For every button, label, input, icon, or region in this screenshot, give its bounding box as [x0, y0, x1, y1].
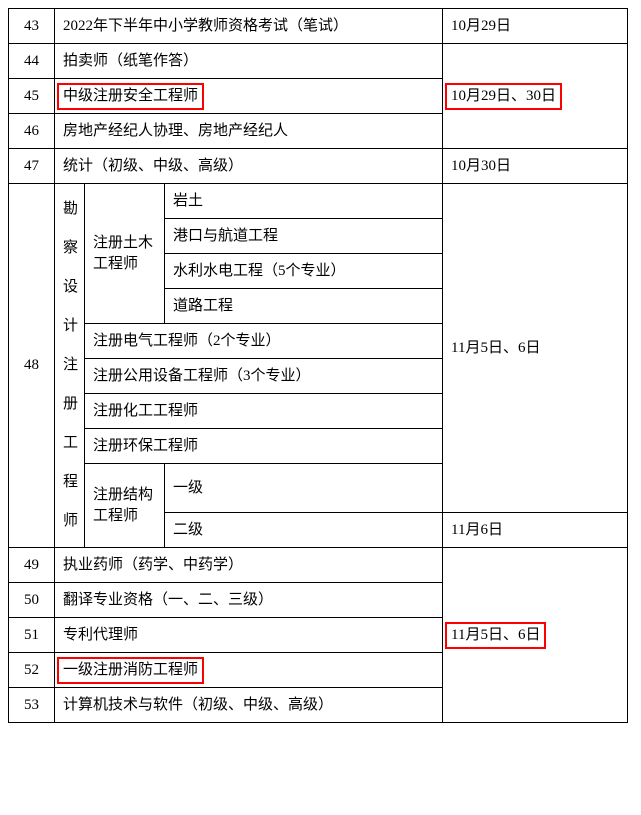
exam-name: 拍卖师（纸笔作答）	[55, 44, 443, 79]
exam-name: 注册公用设备工程师（3个专业）	[85, 359, 443, 394]
civil-sub: 道路工程	[165, 289, 443, 324]
exam-name: 一级注册消防工程师	[55, 653, 443, 688]
struct-sub: 二级	[165, 513, 443, 548]
exam-name: 2022年下半年中小学教师资格考试（笔试）	[55, 9, 443, 44]
row-number: 43	[9, 9, 55, 44]
table-row: 44 拍卖师（纸笔作答） 10月29日、30日	[9, 44, 628, 79]
group-label: 勘 勘察设计注册工程师	[55, 184, 85, 548]
highlight-box: 10月29日、30日	[445, 83, 562, 110]
exam-date: 10月29日	[443, 9, 628, 44]
exam-name: 注册电气工程师（2个专业）	[85, 324, 443, 359]
exam-date: 10月29日、30日	[443, 44, 628, 149]
row-number: 47	[9, 149, 55, 184]
highlight-box: 中级注册安全工程师	[57, 83, 204, 110]
exam-name: 计算机技术与软件（初级、中级、高级）	[55, 688, 443, 723]
exam-name: 统计（初级、中级、高级）	[55, 149, 443, 184]
row-number: 53	[9, 688, 55, 723]
row-number: 46	[9, 114, 55, 149]
row-number: 52	[9, 653, 55, 688]
exam-name: 专利代理师	[55, 618, 443, 653]
civil-sub: 岩土	[165, 184, 443, 219]
table-row: 47 统计（初级、中级、高级） 10月30日	[9, 149, 628, 184]
exam-date: 10月30日	[443, 149, 628, 184]
civil-engineer-label: 注册土木工程师	[85, 184, 165, 324]
exam-name: 中级注册安全工程师	[55, 79, 443, 114]
exam-name: 注册化工工程师	[85, 394, 443, 429]
row-number: 50	[9, 583, 55, 618]
exam-name: 注册环保工程师	[85, 429, 443, 464]
row-number: 51	[9, 618, 55, 653]
struct-engineer-label: 注册结构工程师	[85, 464, 165, 548]
highlight-box: 一级注册消防工程师	[57, 657, 204, 684]
exam-name: 房地产经纪人协理、房地产经纪人	[55, 114, 443, 149]
struct-sub: 一级	[165, 464, 443, 513]
row-number: 48	[9, 184, 55, 548]
exam-date: 11月5日、6日	[443, 184, 628, 513]
table-row: 49 执业药师（药学、中药学） 11月5日、6日	[9, 548, 628, 583]
exam-date: 11月6日	[443, 513, 628, 548]
row-number: 49	[9, 548, 55, 583]
highlight-box: 11月5日、6日	[445, 622, 546, 649]
row-number: 45	[9, 79, 55, 114]
exam-date: 11月5日、6日	[443, 548, 628, 723]
civil-sub: 水利水电工程（5个专业）	[165, 254, 443, 289]
exam-name: 执业药师（药学、中药学）	[55, 548, 443, 583]
table-row: 43 2022年下半年中小学教师资格考试（笔试） 10月29日	[9, 9, 628, 44]
civil-sub: 港口与航道工程	[165, 219, 443, 254]
exam-name: 翻译专业资格（一、二、三级）	[55, 583, 443, 618]
exam-schedule-table: 43 2022年下半年中小学教师资格考试（笔试） 10月29日 44 拍卖师（纸…	[8, 8, 628, 723]
row-number: 44	[9, 44, 55, 79]
table-row: 48 勘 勘察设计注册工程师 注册土木工程师 岩土 11月5日、6日	[9, 184, 628, 219]
